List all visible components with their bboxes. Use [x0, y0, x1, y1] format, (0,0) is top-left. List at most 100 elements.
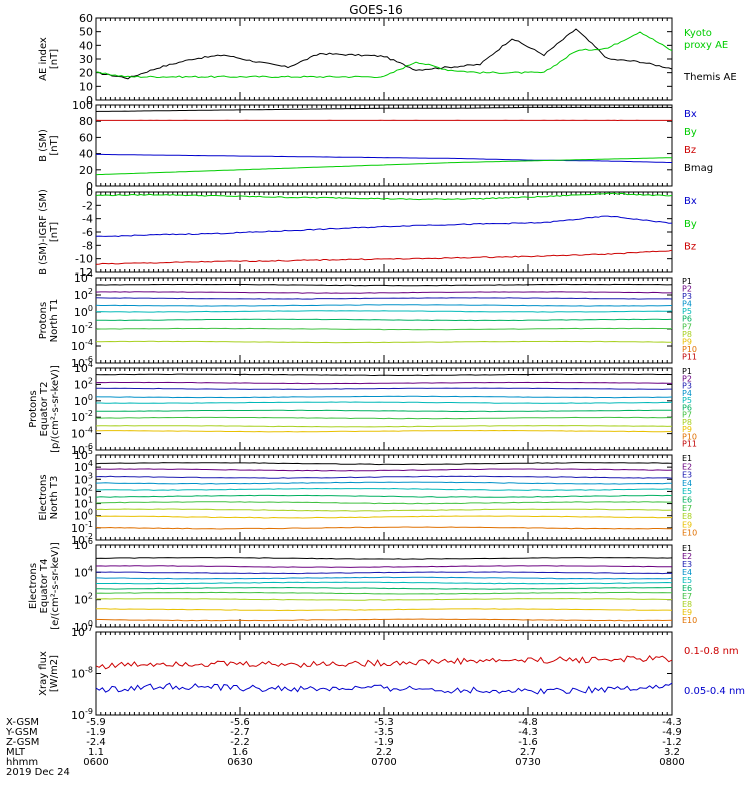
y-tick-label: 40: [79, 39, 93, 52]
channel-line: [96, 388, 672, 389]
channel-label: P11: [682, 440, 697, 449]
channel-line: [96, 495, 672, 497]
plot-title: GOES-16: [349, 3, 403, 17]
y-axis-label: B (SM): [38, 129, 49, 162]
y-axis-label: [nT]: [49, 49, 60, 69]
footer-row-label: 2019 Dec 24: [6, 767, 70, 778]
footer-value: 0600: [83, 757, 108, 768]
channel-line: [96, 577, 672, 579]
y-axis-label: North T1: [49, 299, 60, 343]
channel-line: [96, 298, 672, 300]
channel-line: [96, 292, 672, 293]
legend-entry: Bz: [684, 242, 696, 253]
panel-frame: [96, 18, 672, 100]
series-line-0-1-0-8-nm: [96, 656, 672, 669]
channel-line: [96, 572, 672, 574]
panel-frame: [96, 105, 672, 186]
series-line-kyoto-proxy-ae: [96, 32, 672, 78]
series-line-bz: [96, 250, 672, 264]
channel-line: [96, 382, 672, 383]
y-tick-label: 10-2: [71, 321, 93, 336]
channel-line: [96, 502, 672, 504]
y-tick-label: 0: [86, 186, 93, 199]
y-tick-label: 30: [79, 53, 93, 66]
y-tick-label: -10: [75, 253, 93, 266]
y-tick-label: -2: [82, 199, 93, 212]
y-axis-label: [nT]: [49, 222, 60, 242]
y-axis-label: North T3: [49, 476, 60, 520]
channel-line: [96, 431, 672, 432]
y-tick-label: -8: [82, 239, 93, 252]
y-axis-label: [W/m2]: [49, 655, 60, 692]
channel-line: [96, 410, 672, 411]
channel-line: [96, 482, 672, 484]
channel-line: [96, 609, 672, 611]
channel-line: [96, 328, 672, 329]
y-axis-label: Protons: [38, 302, 49, 339]
channel-line: [96, 566, 672, 568]
y-tick-label: 60: [79, 12, 93, 25]
y-tick-label: 102: [74, 287, 93, 302]
y-axis-label: Protons: [28, 390, 39, 427]
panel-frame: [96, 278, 672, 363]
legend-entry: Kyoto: [684, 28, 712, 39]
channel-line: [96, 319, 672, 320]
channel-line: [96, 599, 672, 601]
footer-value: 0630: [227, 757, 252, 768]
y-tick-label: 10: [79, 80, 93, 93]
y-tick-label: 40: [79, 148, 93, 161]
y-tick-label: 102: [74, 592, 93, 607]
series-line-bx: [96, 216, 672, 236]
y-tick-label: 80: [79, 115, 93, 128]
y-tick-label: 20: [79, 67, 93, 80]
channel-line: [96, 426, 672, 427]
footer-value: 0730: [515, 757, 540, 768]
legend-entry: 0.05-0.4 nm: [684, 686, 745, 697]
footer-value: 0800: [659, 757, 684, 768]
y-axis-label: Xray flux: [38, 651, 49, 696]
channel-label: P11: [682, 352, 697, 361]
channel-label: E10: [682, 616, 697, 625]
channel-line: [96, 305, 672, 306]
y-axis-label: Equator T4: [39, 559, 50, 614]
panel-frame: [96, 192, 672, 272]
y-tick-label: 104: [74, 564, 93, 579]
footer-value: 0700: [371, 757, 396, 768]
channel-line: [96, 341, 672, 342]
series-line-themis-ae: [96, 29, 672, 79]
y-tick-label: 100: [74, 393, 93, 408]
panel-frame: [96, 368, 672, 450]
y-axis-label: [p/(cm²-s-sr-keV)]: [50, 365, 61, 453]
series-line-bx: [96, 154, 672, 162]
y-axis-label: [nT]: [49, 135, 60, 155]
channel-line: [96, 527, 672, 529]
channel-line: [96, 311, 672, 312]
channel-line: [96, 417, 672, 418]
y-tick-label: 10-4: [71, 426, 93, 441]
legend-entry: Bz: [684, 145, 696, 156]
channel-line: [96, 396, 672, 398]
legend-entry: 0.1-0.8 nm: [684, 646, 739, 657]
legend-entry: Themis AE: [683, 72, 737, 83]
y-tick-label: 10-2: [71, 409, 93, 424]
y-axis-label: Equator T2: [39, 382, 50, 437]
legend-entry: Bx: [684, 109, 697, 120]
panel-frame: [96, 632, 672, 715]
y-tick-label: 104: [74, 270, 93, 285]
y-axis-label: B (SM)-IGRF (SM): [38, 189, 49, 275]
legend-entry: Bx: [684, 196, 697, 207]
channel-line: [96, 588, 672, 590]
y-tick-label: 100: [74, 304, 93, 319]
channel-line: [96, 509, 672, 511]
channel-line: [96, 402, 672, 403]
legend-entry: proxy AE: [684, 40, 728, 51]
y-tick-label: 60: [79, 131, 93, 144]
channel-label: E10: [682, 529, 697, 538]
